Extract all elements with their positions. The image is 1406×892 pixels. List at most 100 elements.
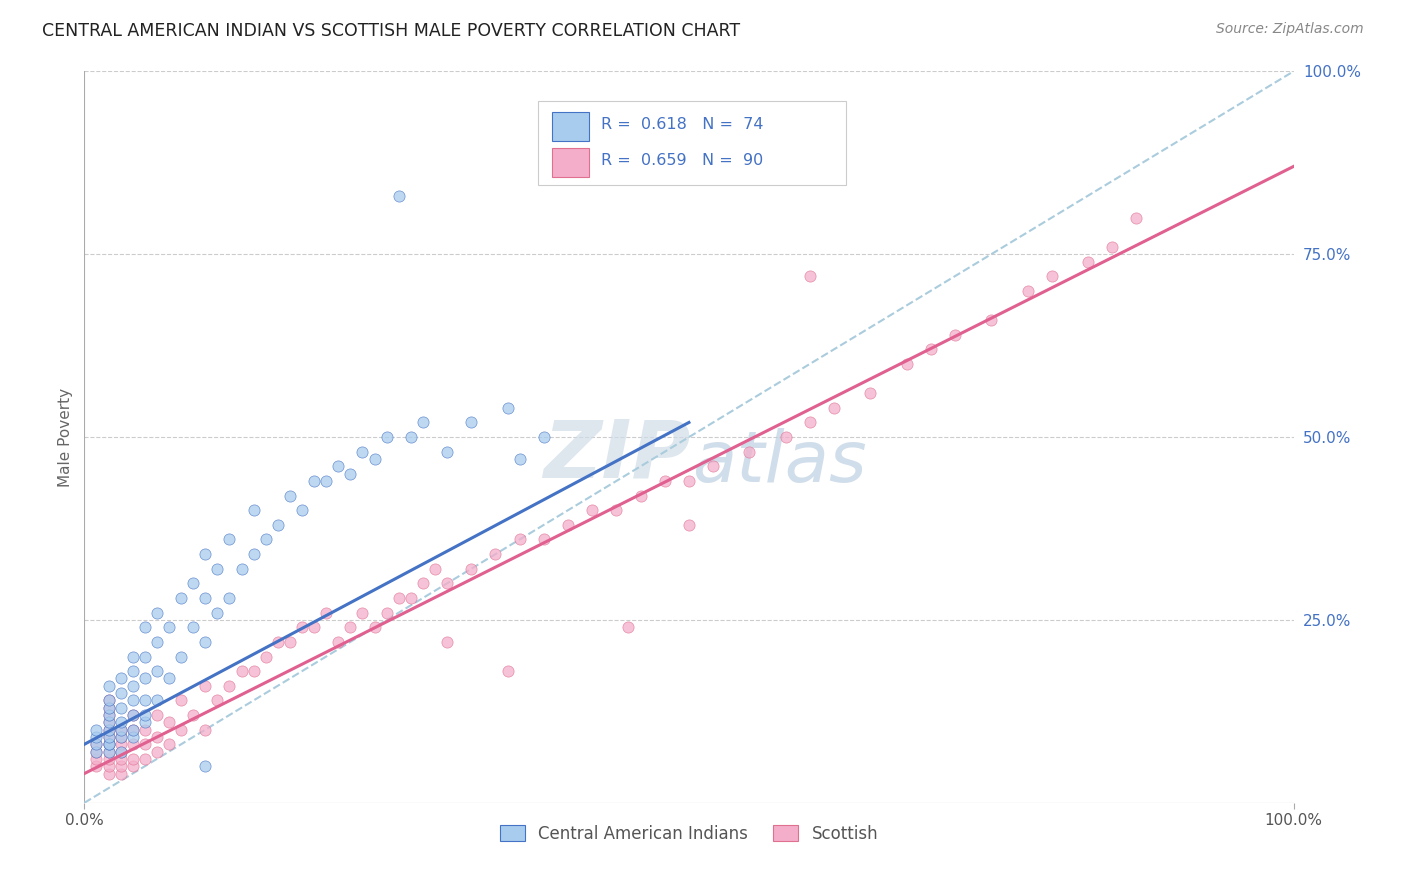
Point bbox=[121, 730, 143, 744]
Point bbox=[134, 708, 156, 723]
Point bbox=[267, 517, 290, 532]
Point bbox=[896, 357, 918, 371]
Point bbox=[110, 745, 132, 759]
Point bbox=[110, 715, 132, 730]
Point bbox=[302, 620, 325, 634]
Point bbox=[97, 730, 120, 744]
Point bbox=[1040, 269, 1063, 284]
Point bbox=[121, 723, 143, 737]
Point bbox=[170, 693, 193, 707]
Point bbox=[86, 737, 108, 751]
Point bbox=[110, 723, 132, 737]
Point bbox=[423, 562, 446, 576]
Point bbox=[267, 635, 290, 649]
Point bbox=[231, 664, 253, 678]
Point bbox=[1017, 284, 1039, 298]
Point bbox=[97, 708, 120, 723]
Point bbox=[605, 503, 627, 517]
Point bbox=[291, 503, 314, 517]
Point bbox=[291, 620, 314, 634]
Point bbox=[218, 679, 240, 693]
Point bbox=[97, 730, 120, 744]
Point bbox=[97, 693, 120, 707]
Point bbox=[980, 313, 1002, 327]
Point bbox=[86, 752, 108, 766]
Point bbox=[157, 672, 180, 686]
Point bbox=[859, 386, 882, 401]
Point bbox=[121, 679, 143, 693]
Point bbox=[97, 745, 120, 759]
Point bbox=[339, 467, 361, 481]
Point bbox=[110, 730, 132, 744]
Point bbox=[97, 679, 120, 693]
Point bbox=[375, 430, 398, 444]
Point bbox=[328, 459, 350, 474]
Point bbox=[254, 649, 277, 664]
Y-axis label: Male Poverty: Male Poverty bbox=[58, 387, 73, 487]
Point bbox=[121, 664, 143, 678]
Point bbox=[678, 474, 700, 488]
Point bbox=[315, 606, 337, 620]
Point bbox=[134, 672, 156, 686]
Point bbox=[194, 547, 217, 561]
Point bbox=[86, 730, 108, 744]
Point bbox=[86, 759, 108, 773]
Text: ZIP: ZIP bbox=[543, 417, 690, 494]
Point bbox=[363, 452, 385, 467]
Point bbox=[121, 693, 143, 707]
Point bbox=[97, 700, 120, 714]
Point bbox=[110, 686, 132, 700]
Point bbox=[617, 620, 640, 634]
Point bbox=[1077, 254, 1099, 268]
Point bbox=[460, 562, 482, 576]
Point bbox=[181, 708, 204, 723]
Point bbox=[97, 759, 120, 773]
Point bbox=[146, 606, 169, 620]
Text: atlas: atlas bbox=[692, 428, 868, 497]
Point bbox=[170, 649, 193, 664]
Point bbox=[146, 693, 169, 707]
Point bbox=[170, 591, 193, 605]
Point bbox=[121, 708, 143, 723]
Point bbox=[157, 620, 180, 634]
Point bbox=[110, 723, 132, 737]
Point bbox=[775, 430, 797, 444]
Point bbox=[97, 693, 120, 707]
Point bbox=[134, 649, 156, 664]
Point bbox=[399, 430, 422, 444]
Point bbox=[97, 745, 120, 759]
Point bbox=[436, 444, 458, 458]
Point bbox=[339, 620, 361, 634]
Point bbox=[207, 562, 229, 576]
Point bbox=[110, 759, 132, 773]
Point bbox=[121, 723, 143, 737]
Text: Source: ZipAtlas.com: Source: ZipAtlas.com bbox=[1216, 22, 1364, 37]
Point bbox=[97, 752, 120, 766]
Point bbox=[436, 576, 458, 591]
Text: R =  0.618   N =  74: R = 0.618 N = 74 bbox=[600, 117, 763, 131]
Point bbox=[97, 737, 120, 751]
Point bbox=[375, 606, 398, 620]
Point bbox=[110, 737, 132, 751]
Point bbox=[97, 715, 120, 730]
Point bbox=[157, 715, 180, 730]
Point bbox=[121, 708, 143, 723]
Point bbox=[352, 606, 374, 620]
Point bbox=[242, 503, 264, 517]
Point bbox=[121, 649, 143, 664]
Point bbox=[134, 715, 156, 730]
Point bbox=[110, 700, 132, 714]
Point bbox=[388, 591, 411, 605]
Point bbox=[97, 700, 120, 714]
Point bbox=[654, 474, 676, 488]
Text: CENTRAL AMERICAN INDIAN VS SCOTTISH MALE POVERTY CORRELATION CHART: CENTRAL AMERICAN INDIAN VS SCOTTISH MALE… bbox=[42, 22, 741, 40]
Bar bbox=[553, 112, 589, 141]
Point bbox=[134, 737, 156, 751]
Bar bbox=[553, 148, 589, 178]
Point bbox=[799, 416, 821, 430]
Point bbox=[207, 693, 229, 707]
Point bbox=[97, 766, 120, 780]
Point bbox=[363, 620, 385, 634]
Point bbox=[1125, 211, 1147, 225]
Point bbox=[110, 766, 132, 780]
